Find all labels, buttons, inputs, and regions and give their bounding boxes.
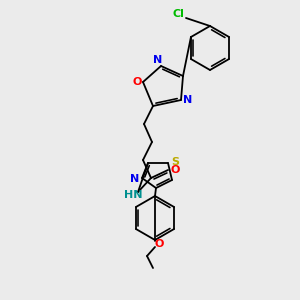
Text: O: O: [132, 77, 142, 87]
Text: HN: HN: [124, 190, 142, 200]
Text: O: O: [154, 239, 164, 249]
Text: N: N: [183, 95, 193, 105]
Text: N: N: [130, 174, 140, 184]
Text: O: O: [170, 165, 180, 175]
Text: Cl: Cl: [172, 9, 184, 19]
Text: N: N: [153, 55, 163, 65]
Text: S: S: [171, 157, 179, 167]
